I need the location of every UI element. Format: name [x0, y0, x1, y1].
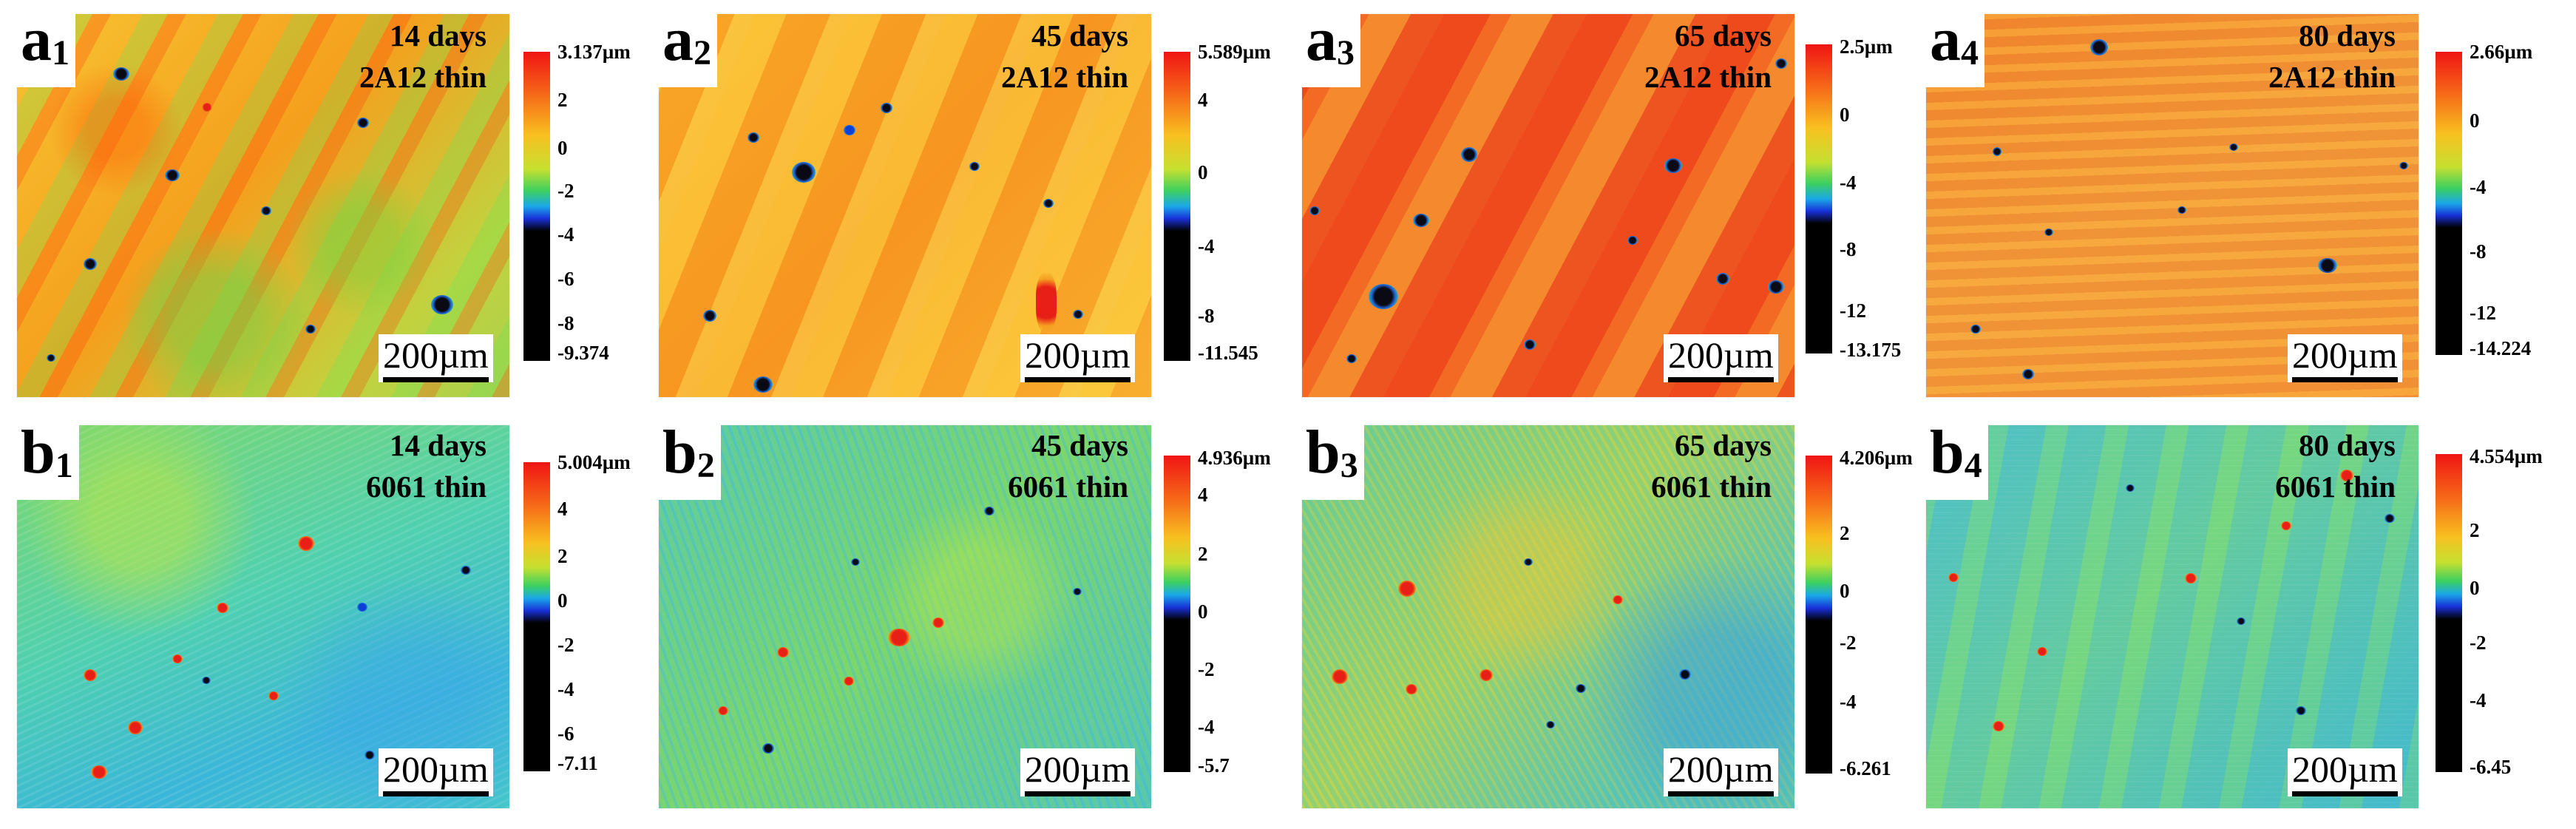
- days-label: 45 days: [1031, 428, 1128, 462]
- scale-bar-a3: 200µm: [1664, 334, 1778, 382]
- days-label: 45 days: [1031, 18, 1128, 53]
- days-label: 65 days: [1674, 18, 1772, 53]
- panel-label-b2: b2: [658, 419, 721, 500]
- height-map-a3: [1301, 13, 1795, 398]
- caption-a3: 65 days 2A12 thin: [1581, 15, 1772, 98]
- days-label: 80 days: [2298, 18, 2396, 53]
- caption-b2: 45 days 6061 thin: [938, 424, 1128, 507]
- height-map-b3: [1301, 424, 1795, 809]
- colorbar-min: -14.224: [2470, 337, 2532, 359]
- alloy-label: 2A12 thin: [1644, 60, 1772, 94]
- height-map-b1: [16, 424, 510, 809]
- height-map-b2: [658, 424, 1152, 809]
- colorbar-max: 5.589µm: [1198, 41, 1271, 63]
- colorbar-a1: 3.137µm 2 0 -2 -4 -6 -8 -9.374: [523, 41, 631, 364]
- colorbar-b2: 4.936µm 4 2 0 -2 -4 -5.7: [1164, 447, 1271, 776]
- height-map-a2: [658, 13, 1152, 398]
- colorbar-min: -6.261: [1840, 757, 1891, 779]
- colorbar-min: -13.175: [1840, 339, 1902, 361]
- colorbar-min: -9.374: [557, 342, 609, 364]
- colorbar-max: 5.004µm: [557, 451, 631, 473]
- colorbar-max: 4.936µm: [1198, 447, 1271, 469]
- scale-bar-a4: 200µm: [2288, 334, 2402, 382]
- panel-label-a3: a3: [1301, 6, 1360, 87]
- caption-a1: 14 days 2A12 thin: [296, 15, 487, 98]
- colorbar-min: -6.45: [2470, 756, 2512, 778]
- scale-bar-b4: 200µm: [2288, 748, 2402, 796]
- colorbar-b3: 4.206µm 2 0 -2 -4 -6.261: [1806, 447, 1913, 779]
- panel-label-a1: a1: [16, 6, 75, 87]
- colorbar-b1: 5.004µm 4 2 0 -2 -4 -6 -7.11: [523, 451, 631, 774]
- caption-b1: 14 days 6061 thin: [296, 424, 487, 507]
- caption-b3: 65 days 6061 thin: [1581, 424, 1772, 507]
- days-label: 14 days: [389, 18, 487, 53]
- panel-label-b1: b1: [16, 419, 79, 500]
- colorbar-a2: 5.589µm 4 0 -4 -8 -11.545: [1164, 41, 1271, 364]
- colorbar-min: -7.11: [557, 752, 598, 774]
- height-map-a1: [16, 13, 510, 398]
- colorbar-a3: 2.5µm 0 -4 -8 -12 -13.175: [1806, 35, 1901, 361]
- alloy-label: 2A12 thin: [359, 60, 487, 94]
- panel-label-b4: b4: [1925, 419, 1988, 500]
- scale-bar-a1: 200µm: [379, 334, 493, 382]
- alloy-label: 6061 thin: [1008, 470, 1128, 504]
- alloy-label: 2A12 thin: [1000, 60, 1128, 94]
- alloy-label: 2A12 thin: [2268, 60, 2396, 94]
- colorbar-min: -5.7: [1198, 754, 1230, 776]
- alloy-label: 6061 thin: [2275, 470, 2396, 504]
- panel-label-a4: a4: [1925, 6, 1984, 87]
- alloy-label: 6061 thin: [1651, 470, 1772, 504]
- colorbar-max: 4.206µm: [1840, 447, 1913, 469]
- height-map-b4: [1925, 424, 2419, 809]
- alloy-label: 6061 thin: [366, 470, 487, 504]
- scale-bar-b1: 200µm: [379, 748, 493, 796]
- colorbar-max: 4.554µm: [2470, 445, 2543, 467]
- days-label: 80 days: [2298, 428, 2396, 462]
- panel-label-b3: b3: [1301, 419, 1364, 500]
- colorbar-a4: 2.66µm 0 -4 -8 -12 -14.224: [2436, 41, 2532, 359]
- height-map-a4: [1925, 13, 2419, 398]
- scale-bar-b2: 200µm: [1020, 748, 1135, 796]
- caption-a2: 45 days 2A12 thin: [938, 15, 1128, 98]
- caption-b4: 80 days 6061 thin: [2205, 424, 2396, 507]
- colorbar-max: 2.66µm: [2470, 41, 2533, 63]
- colorbar-max: 3.137µm: [557, 41, 631, 63]
- days-label: 65 days: [1674, 428, 1772, 462]
- days-label: 14 days: [389, 428, 487, 462]
- colorbar-b4: 4.554µm 2 0 -2 -4 -6.45: [2436, 445, 2543, 778]
- colorbar-min: -11.545: [1198, 342, 1258, 364]
- scale-bar-a2: 200µm: [1020, 334, 1135, 382]
- panel-label-a2: a2: [658, 6, 717, 87]
- colorbar-max: 2.5µm: [1840, 35, 1893, 58]
- scale-bar-b3: 200µm: [1664, 748, 1778, 796]
- caption-a4: 80 days 2A12 thin: [2205, 15, 2396, 98]
